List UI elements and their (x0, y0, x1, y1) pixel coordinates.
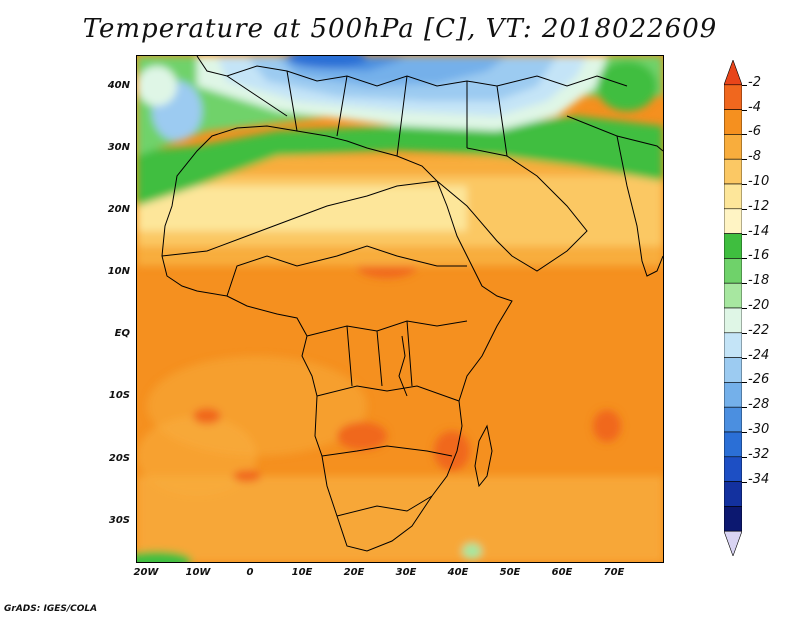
colorbar-segment (724, 406, 742, 433)
lat-label-10n: 10N (107, 266, 130, 277)
lat-label-10s: 10S (108, 390, 130, 401)
colorbar-tick (742, 481, 747, 483)
lat-label-40n: 40N (107, 80, 130, 91)
lon-label-20e: 20E (343, 567, 365, 578)
lon-label-40e: 40E (447, 567, 469, 578)
lon-label-30e: 30E (395, 567, 417, 578)
colorbar-tick-label: -2 (748, 74, 761, 90)
colorbar-segment (724, 307, 742, 334)
colorbar-tick-label: -26 (748, 372, 770, 388)
colorbar-tick-label: -28 (748, 397, 770, 413)
lat-label-20n: 20N (107, 204, 130, 215)
colorbar-tick (742, 109, 747, 111)
colorbar-tick (742, 308, 747, 309)
colorbar-tick-label: -32 (748, 446, 770, 462)
colorbar-tick-label: -10 (748, 174, 770, 189)
colorbar-tick (742, 456, 747, 458)
colorbar-tick-label: -14 (748, 223, 770, 239)
lon-label-60e: 60E (551, 567, 573, 578)
colorbar-tick (742, 382, 747, 384)
lon-label-50e: 50E (499, 567, 521, 578)
lat-label-30n: 30N (107, 142, 130, 153)
credit-label: GrADS: IGES/COLA (4, 604, 98, 614)
map-title: Temperature at 500hPa [C], VT: 201802260… (82, 14, 718, 44)
temperature-field (137, 56, 663, 562)
colorbar-max-triangle (724, 60, 742, 86)
colorbar-tick (742, 233, 747, 235)
colorbar-tick (742, 407, 747, 409)
colorbar-tick (742, 84, 747, 86)
colorbar-segment (724, 208, 742, 234)
colorbar-segment (724, 258, 742, 284)
colorbar-segment (724, 233, 742, 259)
lat-label-30s: 30S (108, 515, 130, 526)
colorbar-tick (742, 332, 747, 334)
lon-label-70e: 70E (603, 567, 625, 578)
colorbar-tick-label: -20 (748, 298, 770, 313)
colorbar-segment (724, 158, 742, 185)
colorbar-tick (742, 208, 747, 210)
colorbar-tick (742, 357, 747, 359)
colorbar-segment (724, 456, 742, 482)
colorbar-tick (742, 159, 747, 161)
colorbar-tick-label: -12 (748, 198, 770, 214)
colorbar-tick (742, 184, 747, 185)
map-panel (136, 55, 664, 563)
lat-label-eq: EQ (114, 328, 130, 339)
colorbar (724, 60, 742, 556)
colorbar-tick-label: -30 (748, 422, 770, 437)
colorbar-segment (724, 506, 742, 532)
colorbar-tick-label: -24 (748, 347, 770, 363)
colorbar-tick-label: -18 (748, 273, 770, 289)
colorbar-segment (724, 431, 742, 458)
colorbar-tick (742, 258, 747, 260)
colorbar-tick-label: -6 (748, 124, 761, 140)
colorbar-segment (724, 109, 742, 135)
lon-label-20w: 20W (133, 567, 159, 578)
lat-label-20s: 20S (108, 453, 130, 464)
colorbar-min-triangle (724, 530, 742, 556)
colorbar-segment (724, 332, 742, 358)
colorbar-tick-label: -8 (748, 149, 761, 165)
colorbar-segment (724, 134, 742, 160)
colorbar-tick (742, 134, 747, 136)
colorbar-segment (724, 357, 742, 383)
colorbar-tick (742, 432, 747, 433)
colorbar-tick (742, 283, 747, 285)
colorbar-segment (724, 382, 742, 408)
coastlines (161, 56, 663, 552)
colorbar-segment (724, 183, 742, 210)
lon-label-10w: 10W (185, 567, 211, 578)
lon-label-0: 0 (246, 567, 254, 578)
colorbar-segment (724, 282, 742, 309)
colorbar-segment (724, 84, 742, 110)
colorbar-tick-label: -16 (748, 248, 770, 264)
colorbar-tick-label: -34 (748, 471, 770, 487)
colorbar-segment (724, 481, 742, 507)
colorbar-tick-label: -4 (748, 99, 761, 115)
lon-label-10e: 10E (291, 567, 313, 578)
colorbar-tick-label: -22 (748, 322, 770, 338)
